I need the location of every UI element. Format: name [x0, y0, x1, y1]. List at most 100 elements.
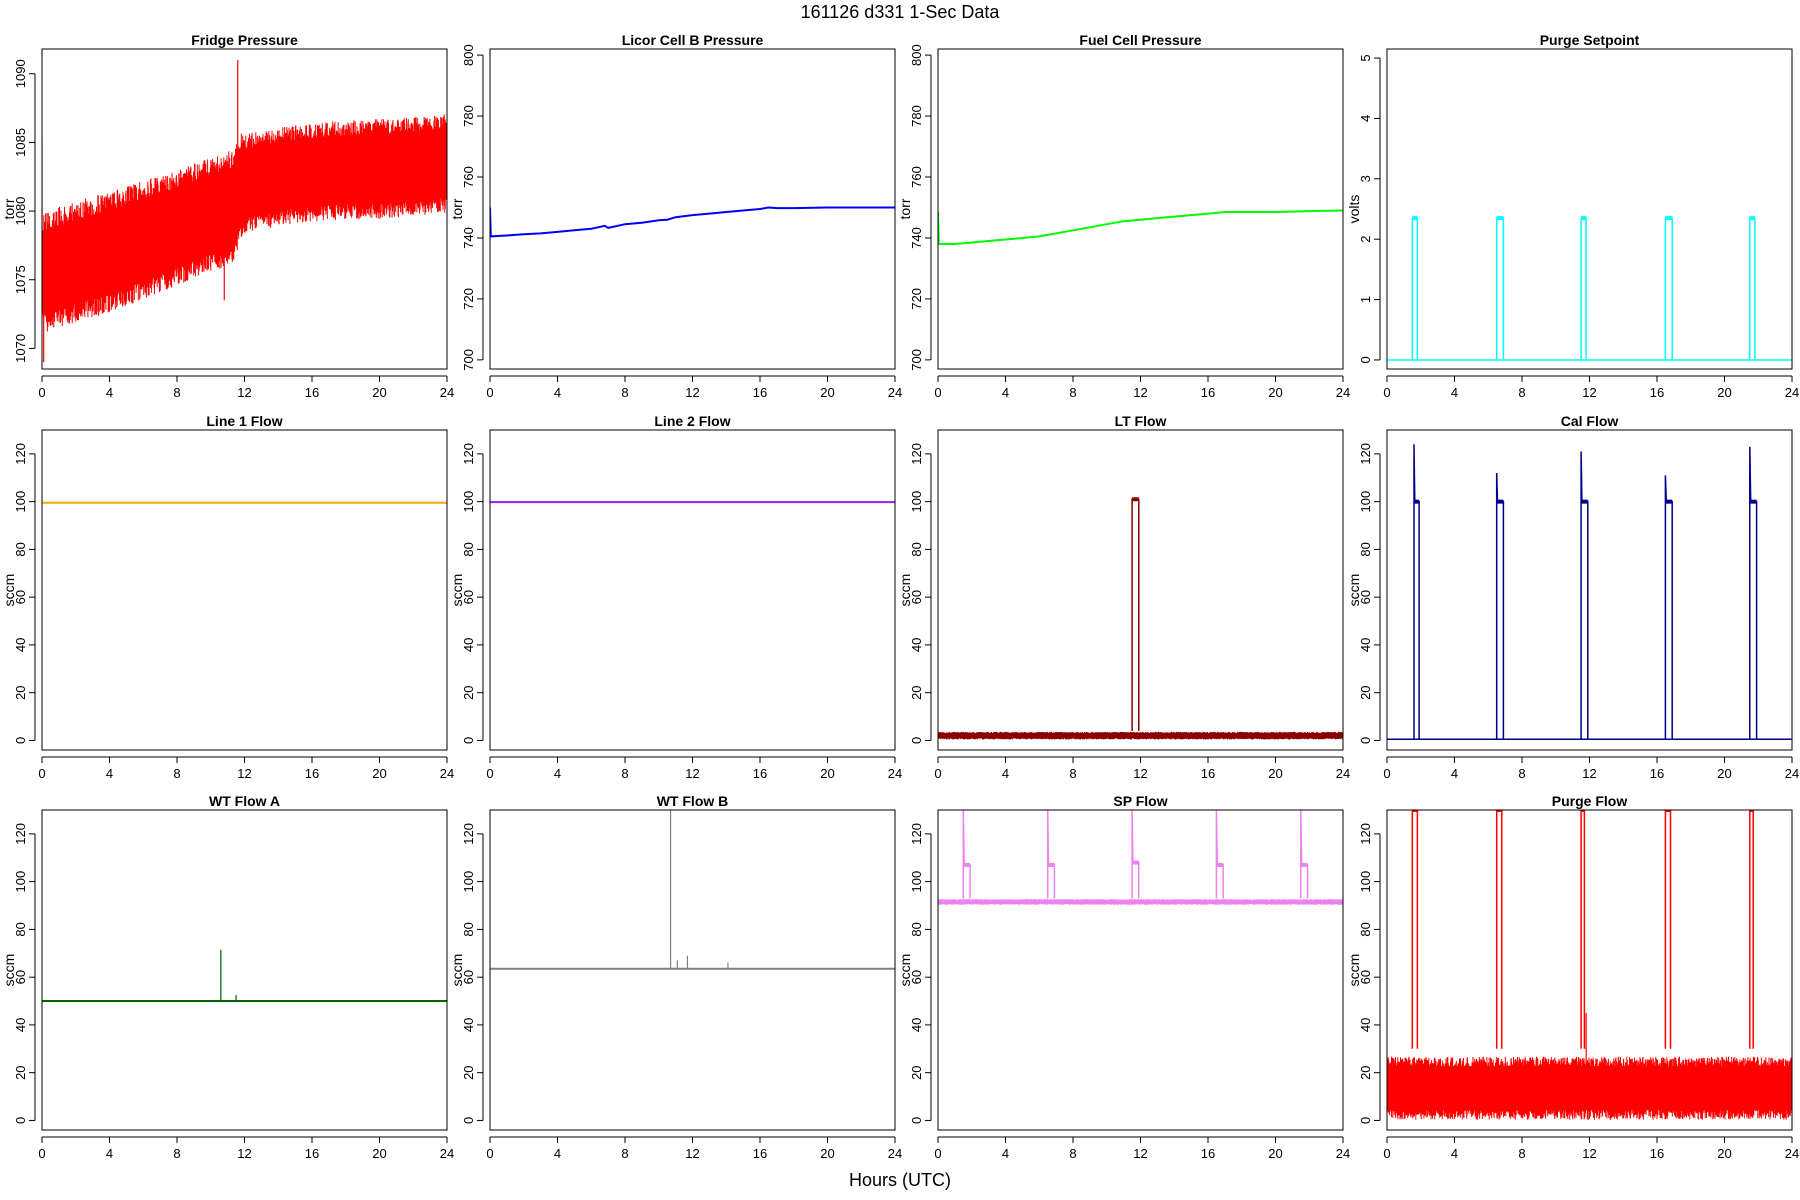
x-tick-label: 8: [173, 385, 180, 400]
data-area: [1387, 810, 1792, 1120]
y-tick-label: 20: [461, 685, 476, 699]
y-tick-label: 700: [461, 349, 476, 371]
x-tick-label: 24: [1785, 766, 1799, 781]
y-axis-label: sccm: [449, 954, 465, 987]
y-tick-label: 60: [1358, 590, 1373, 604]
pulse-plateau-1: [1496, 810, 1502, 812]
y-tick-label: 60: [909, 970, 924, 984]
y-tick-label: 80: [461, 922, 476, 936]
pulse-2: [1580, 451, 1589, 740]
plot-frame: [41, 429, 448, 751]
x-tick-label: 12: [1133, 385, 1147, 400]
pulse-plateau-3: [1216, 862, 1224, 867]
pulse-plateau-4: [1749, 499, 1757, 504]
x-tick-label: 24: [1336, 385, 1350, 400]
pulse-plateau-0: [963, 862, 971, 867]
y-tick-label: 60: [13, 590, 28, 604]
y-tick-label: 0: [1358, 356, 1373, 363]
pulse-plateau-1: [1047, 862, 1055, 867]
y-tick-label: 40: [13, 638, 28, 652]
x-tick-label: 0: [38, 385, 45, 400]
y-tick-label: 80: [1358, 922, 1373, 936]
plot-frame: [1386, 48, 1793, 370]
y-tick-label: 2: [1358, 236, 1373, 243]
x-tick-label: 16: [1201, 1146, 1215, 1161]
plot-frame: [1386, 809, 1793, 1131]
pulse-0: [1131, 498, 1140, 731]
y-tick-label: 120: [1358, 823, 1373, 845]
x-tick-label: 24: [888, 1146, 902, 1161]
x-tick-label: 16: [305, 385, 319, 400]
chart-title: WT Flow B: [657, 793, 729, 809]
x-tick-label: 20: [820, 1146, 834, 1161]
x-tick-label: 4: [1002, 385, 1009, 400]
y-tick-label: 0: [1358, 737, 1373, 744]
chart-title: Purge Flow: [1552, 793, 1628, 809]
x-tick-label: 12: [685, 1146, 699, 1161]
y-tick-label: 120: [461, 443, 476, 465]
x-tick-label: 20: [1717, 385, 1731, 400]
x-tick-label: 16: [1650, 766, 1664, 781]
x-tick-label: 8: [173, 766, 180, 781]
y-tick-label: 20: [13, 685, 28, 699]
x-tick-label: 24: [1785, 1146, 1799, 1161]
y-axis-label: torr: [1, 198, 17, 219]
pulse-plateau-3: [1665, 810, 1671, 812]
y-tick-label: 0: [909, 1117, 924, 1124]
x-tick-label: 12: [685, 385, 699, 400]
x-tick-label: 8: [621, 766, 628, 781]
x-tick-label: 20: [820, 766, 834, 781]
pulse-plateau-2: [1581, 216, 1587, 221]
pulse-plateau-0: [1414, 499, 1420, 504]
x-tick-label: 20: [1268, 1146, 1282, 1161]
x-tick-label: 0: [934, 766, 941, 781]
y-tick-label: 100: [461, 491, 476, 513]
data-area: [938, 810, 1343, 905]
y-tick-label: 760: [909, 166, 924, 188]
x-tick-label: 4: [554, 1146, 561, 1161]
y-tick-label: 100: [1358, 871, 1373, 893]
x-tick-label: 24: [440, 766, 454, 781]
x-tick-label: 16: [753, 385, 767, 400]
y-tick-label: 40: [909, 1018, 924, 1032]
y-tick-label: 120: [461, 823, 476, 845]
x-tick-label: 16: [305, 1146, 319, 1161]
data-area: [938, 209, 1343, 245]
chart-panel-6: LT Flow sccm 0 4 8 12 16 20 24 0 20 40 60 80 100 120: [897, 413, 1350, 781]
y-axis-label: sccm: [1, 954, 17, 987]
chart-panel-2: Fuel Cell Pressure torr 0 4 8 12 16 20 24 700 720 7…: [897, 32, 1350, 400]
y-tick-label: 120: [909, 443, 924, 465]
data-area: [42, 949, 447, 1002]
y-axis-label: sccm: [897, 954, 913, 987]
y-tick-label: 3: [1358, 175, 1373, 182]
y-tick-label: 20: [909, 685, 924, 699]
x-tick-label: 20: [372, 766, 386, 781]
y-axis-label: sccm: [1, 574, 17, 607]
x-tick-label: 0: [486, 766, 493, 781]
x-tick-label: 4: [1451, 766, 1458, 781]
y-tick-label: 60: [461, 590, 476, 604]
x-tick-label: 8: [1069, 385, 1076, 400]
x-tick-label: 0: [934, 385, 941, 400]
page-title: 161126 d331 1-Sec Data: [800, 2, 1000, 22]
y-tick-label: 0: [13, 1117, 28, 1124]
pulse-plateau-1: [1496, 499, 1504, 504]
x-tick-label: 12: [237, 385, 251, 400]
x-tick-label: 4: [1451, 385, 1458, 400]
band-core: [42, 128, 447, 316]
x-tick-label: 16: [1201, 766, 1215, 781]
pulse-0: [1411, 810, 1419, 1049]
pulse-2: [1131, 810, 1140, 899]
x-tick-label: 8: [1069, 1146, 1076, 1161]
chart-panel-9: WT Flow B sccm 0 4 8 12 16 20 24 0 20 40 60 80 100 120: [449, 793, 902, 1161]
data-area: [938, 497, 1343, 740]
pulse-plateau-4: [1749, 810, 1754, 812]
plot-frame: [937, 48, 1344, 370]
chart-panel-8: WT Flow A sccm 0 4 8 12 16 20 24 0 20 40 60 80 100 120: [1, 793, 454, 1161]
y-tick-label: 0: [461, 1117, 476, 1124]
x-tick-label: 4: [554, 385, 561, 400]
pulse-3: [1664, 475, 1673, 740]
y-tick-label: 740: [461, 227, 476, 249]
y-tick-label: 0: [909, 737, 924, 744]
